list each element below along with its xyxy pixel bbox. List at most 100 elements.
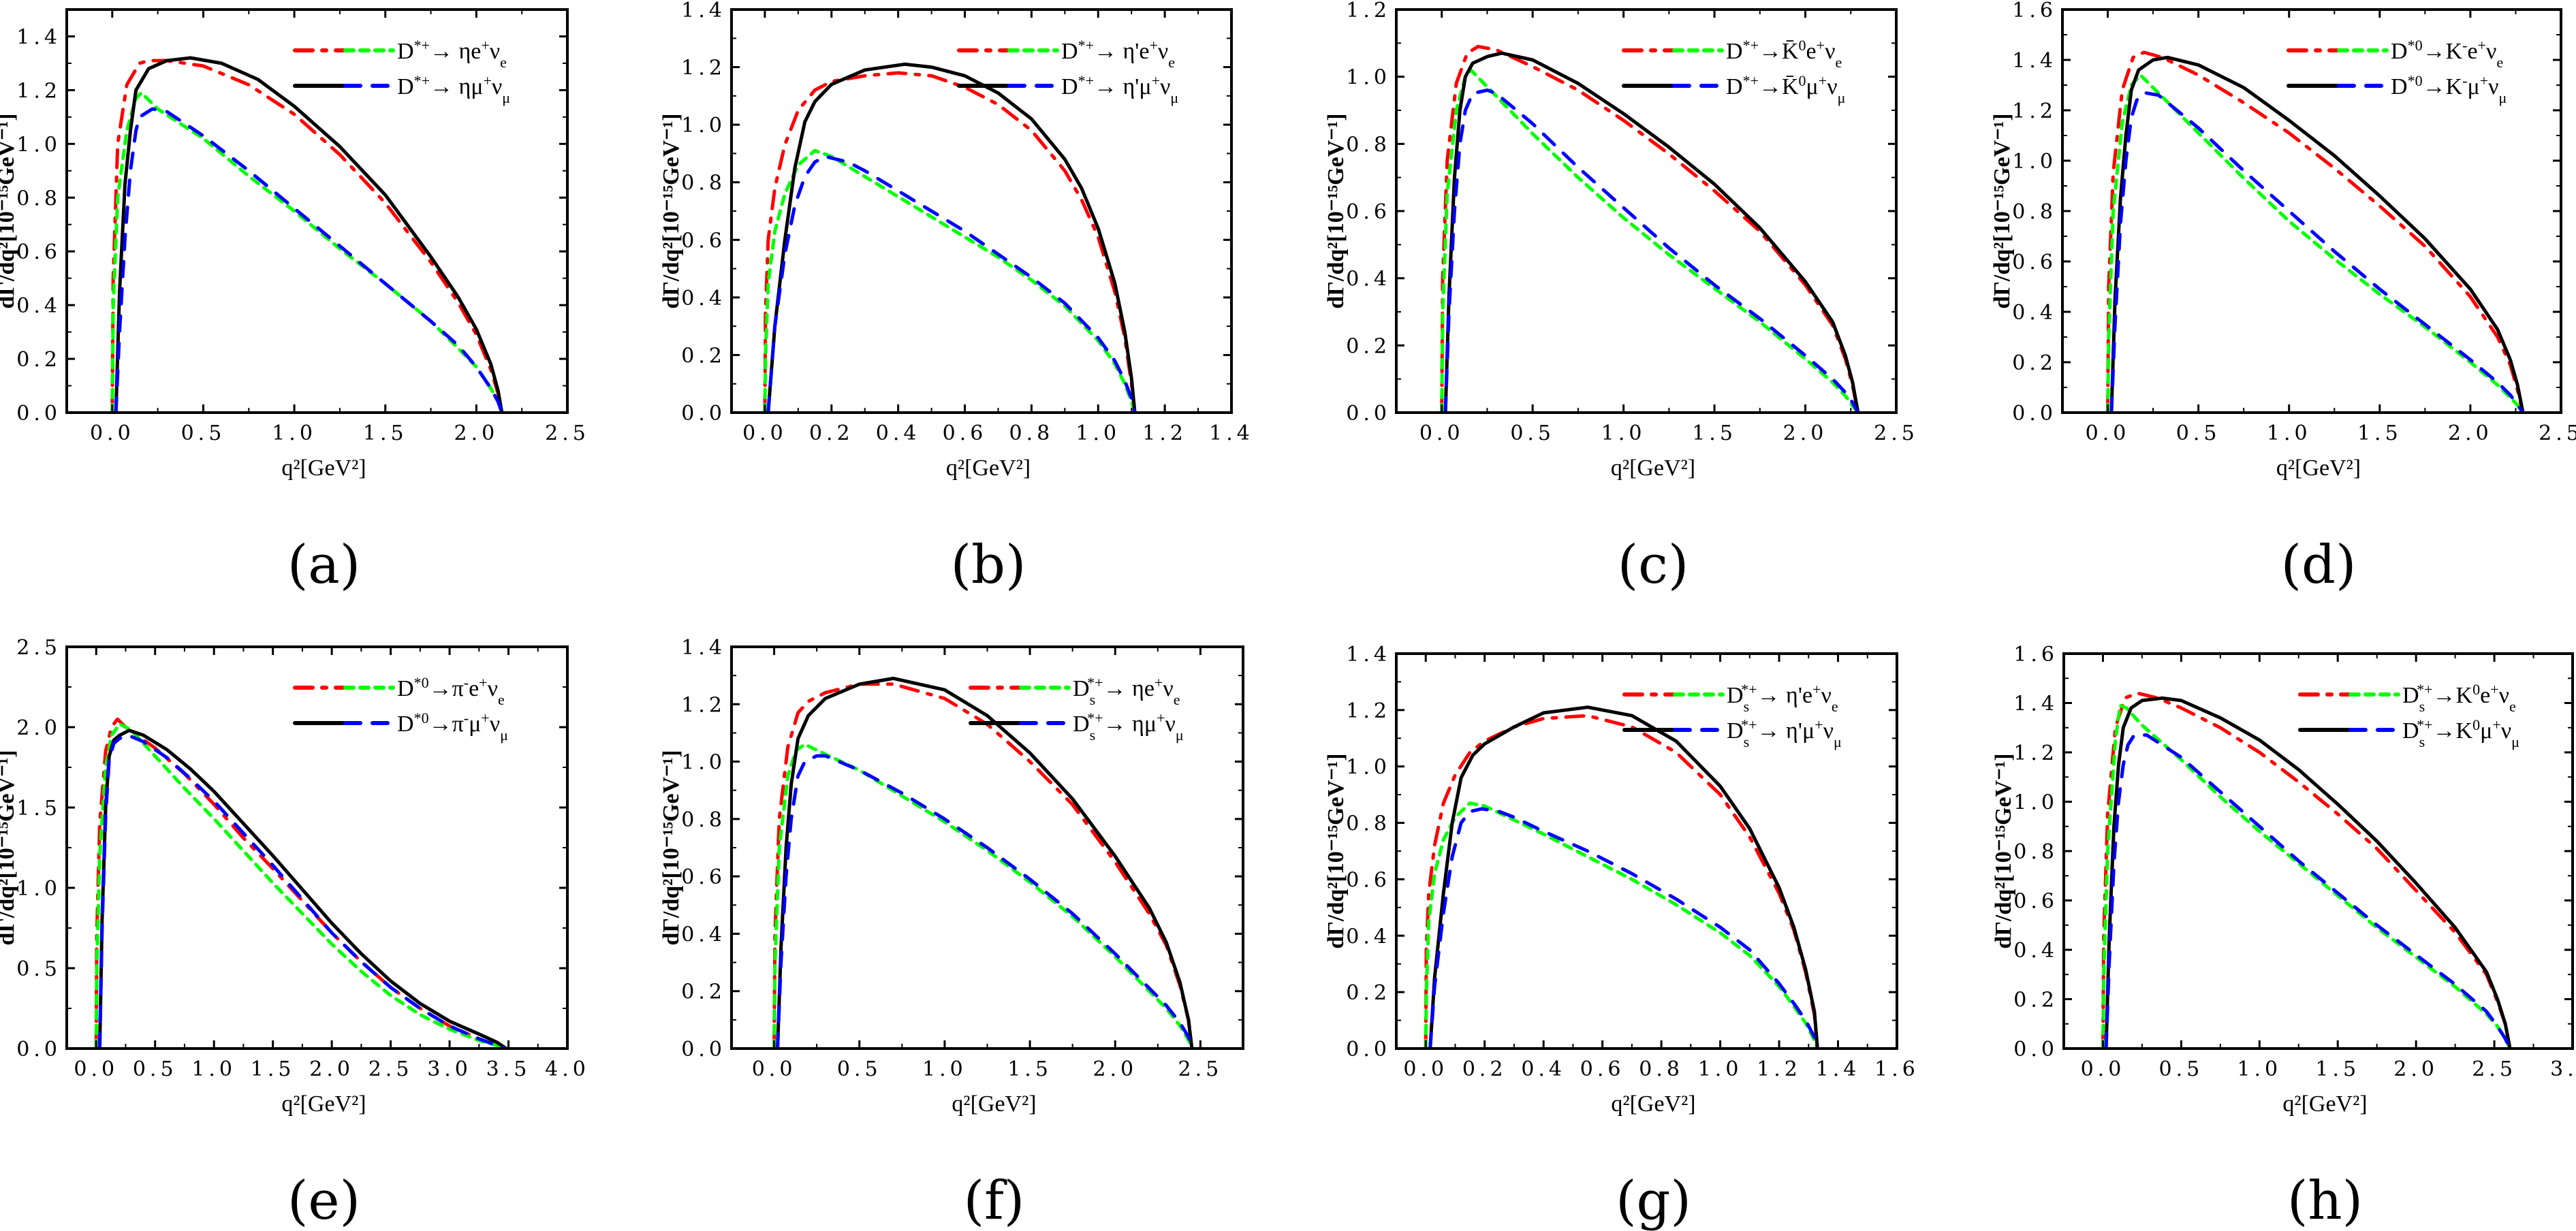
y-tick-label: 0.8 bbox=[16, 187, 61, 210]
y-tick-label: 0.2 bbox=[681, 980, 726, 1004]
legend-label: D*0→π-e+νe bbox=[397, 674, 505, 708]
y-tick-label: 1.0 bbox=[2013, 791, 2058, 815]
x-axis-title: q²[GeV²] bbox=[952, 1091, 1036, 1117]
x-tick-label: 1.0 bbox=[922, 1057, 967, 1081]
y-axis-title: dΓ/dq²[10⁻¹⁵GeV⁻¹] bbox=[1323, 753, 1349, 948]
legend-entry-muon: Ds*+→ ημ+νμ bbox=[969, 709, 1184, 744]
x-tick-label: 4.0 bbox=[545, 1057, 590, 1081]
legend-label: D*0→K-μ+νμ bbox=[2391, 72, 2507, 106]
x-tick-label: 1.0 bbox=[1698, 1057, 1743, 1081]
series-line-red-dashdot bbox=[1424, 714, 1819, 1049]
panel-b: 0.0 0.2 0.4 0.6 0.8 1.0 1.2 1.4 0.0 0.2 0.4 0.6 0.8 1… bbox=[659, 0, 1250, 596]
legend-label: D*+→ ηe+νe bbox=[397, 37, 507, 71]
y-tick-label: 0.4 bbox=[1346, 925, 1391, 948]
y-tick-label: 0.4 bbox=[1346, 268, 1391, 291]
x-tick-label: 0.0 bbox=[2081, 1057, 2126, 1081]
series-line-blue-dashed bbox=[97, 733, 508, 1049]
series-line-red-dashdot bbox=[2106, 50, 2525, 413]
y-axis-title: dΓ/dq²[10⁻¹⁵GeV⁻¹] bbox=[659, 113, 684, 308]
y-tick-label: 0.0 bbox=[681, 402, 726, 426]
panel-label: (e) bbox=[287, 1170, 360, 1231]
y-tick-label: 0.8 bbox=[2012, 200, 2057, 224]
panel-label: (h) bbox=[2287, 1170, 2363, 1231]
y-tick-label: 1.0 bbox=[16, 877, 61, 901]
y-tick-label: 1.6 bbox=[2012, 0, 2057, 22]
x-tick-label: 1.2 bbox=[1757, 1057, 1802, 1081]
legend-entry-electron: D*+→K̄0e+νe bbox=[1622, 37, 1842, 71]
y-tick-label: 0.6 bbox=[1346, 200, 1391, 224]
y-axis-title: dΓ/dq²[10⁻¹⁵GeV⁻¹] bbox=[1990, 113, 2015, 308]
x-tick-label: 2.0 bbox=[1093, 1057, 1137, 1081]
x-tick-label: 2.5 bbox=[1178, 1057, 1223, 1081]
x-tick-label: 2.5 bbox=[2539, 421, 2576, 445]
x-tick-label: 1.0 bbox=[1075, 421, 1120, 445]
legend-label: Ds*+→ ημ+νμ bbox=[1073, 709, 1184, 744]
series-line-black-solid bbox=[2104, 696, 2512, 1049]
x-tick-label: 1.6 bbox=[1874, 1057, 1919, 1081]
y-tick-label: 2.0 bbox=[16, 716, 61, 740]
y-tick-label: 1.2 bbox=[681, 57, 726, 80]
panel-h: 0.0 0.5 1.0 1.5 2.0 2.5 3.0 0.0 0.2 0.4 0.6 0.8 1.0 1… bbox=[1991, 643, 2576, 1231]
y-tick-label: 0.6 bbox=[681, 865, 726, 889]
series-line-blue-dashed bbox=[2109, 91, 2525, 413]
x-axis-title: q²[GeV²] bbox=[1611, 1091, 1695, 1117]
y-axis-title: dΓ/dq²[10⁻¹⁵GeV⁻¹] bbox=[659, 750, 684, 945]
legend-entry-muon: D*+→K̄0μ+νμ bbox=[1622, 72, 1845, 106]
series-line-black-solid bbox=[2109, 55, 2525, 413]
y-tick-label: 1.4 bbox=[681, 0, 726, 22]
legend-label: Ds*+→ η'e+νe bbox=[1727, 681, 1838, 715]
x-tick-label: 0.5 bbox=[181, 421, 226, 445]
y-axis-title: dΓ/dq²[10⁻¹⁵GeV⁻¹] bbox=[1323, 113, 1349, 308]
series-line-green-dotted bbox=[110, 91, 504, 413]
panel-d: 0.0 0.5 1.0 1.5 2.0 2.5 0.0 0.2 0.4 0.6 0.8 1.0 1.2 1… bbox=[1990, 0, 2576, 596]
x-tick-label: 0.0 bbox=[1403, 1057, 1448, 1081]
x-tick-label: 2.5 bbox=[1874, 421, 1919, 445]
panel-label: (d) bbox=[2281, 534, 2357, 596]
legend-label: D*+→ η'e+νe bbox=[1061, 37, 1175, 71]
y-tick-label: 1.0 bbox=[681, 114, 726, 138]
x-tick-label: 1.0 bbox=[1601, 421, 1646, 445]
panel-label: (b) bbox=[951, 534, 1026, 596]
x-tick-label: 1.0 bbox=[2237, 1057, 2282, 1081]
series-line-green-dotted bbox=[772, 742, 1194, 1049]
y-tick-label: 0.6 bbox=[681, 229, 726, 253]
legend-entry-electron: Ds*+→ η'e+νe bbox=[1622, 681, 1838, 715]
series-line-red-dashdot bbox=[772, 682, 1194, 1049]
x-axis-title: q²[GeV²] bbox=[1611, 455, 1695, 481]
series-line-green-dotted bbox=[1440, 68, 1860, 413]
y-tick-label: 0.6 bbox=[2012, 251, 2057, 274]
series-line-black-solid bbox=[776, 676, 1194, 1049]
x-tick-label: 0.0 bbox=[742, 421, 787, 445]
legend-label: D*0→K-e+νe bbox=[2391, 37, 2503, 71]
series-line-blue-dashed bbox=[114, 107, 504, 413]
x-tick-label: 2.0 bbox=[454, 421, 499, 445]
legend-label: Ds*+→K0μ+νμ bbox=[2402, 716, 2519, 750]
series-line-green-dotted bbox=[2106, 73, 2525, 413]
legend-label: Ds*+→ η'μ+νμ bbox=[1727, 716, 1842, 750]
x-tick-label: 0.5 bbox=[2159, 1057, 2204, 1081]
x-tick-label: 1.2 bbox=[1142, 421, 1187, 445]
legend-label: D*0→π-μ+νμ bbox=[397, 709, 508, 744]
legend-label: D*+→ ημ+νμ bbox=[397, 72, 510, 106]
y-tick-label: 1.2 bbox=[16, 79, 61, 103]
x-tick-label: 2.0 bbox=[2393, 1057, 2438, 1081]
series-line-blue-dashed bbox=[1443, 88, 1860, 413]
y-tick-label: 0.2 bbox=[16, 348, 61, 372]
y-tick-label: 0.2 bbox=[2013, 989, 2058, 1012]
panel-e: 0.0 0.5 1.0 1.5 2.0 2.5 3.0 3.5 4.0 0.0 0.5 1.0 1.5 2… bbox=[0, 636, 590, 1231]
panel-a: 0.0 0.5 1.0 1.5 2.0 2.5 0.0 0.2 0.4 0.6 0.8 1.0 1.2 1… bbox=[0, 8, 586, 596]
legend-entry-electron: D*+→ ηe+νe bbox=[293, 37, 507, 71]
y-tick-label: 0.0 bbox=[1346, 402, 1391, 426]
x-tick-label: 1.5 bbox=[363, 421, 408, 445]
legend-entry-electron: D*+→ η'e+νe bbox=[957, 37, 1175, 71]
x-tick-label: 0.2 bbox=[809, 421, 854, 445]
series-line-green-dotted bbox=[2101, 703, 2512, 1049]
y-tick-label: 0.0 bbox=[16, 1038, 61, 1061]
series-line-green-dotted bbox=[1424, 801, 1819, 1049]
x-axis-title: q²[GeV²] bbox=[2276, 455, 2361, 481]
y-tick-label: 1.2 bbox=[2012, 99, 2057, 123]
x-tick-label: 1.0 bbox=[2267, 421, 2312, 445]
y-tick-label: 0.4 bbox=[2012, 301, 2057, 325]
y-tick-label: 0.4 bbox=[681, 287, 726, 310]
